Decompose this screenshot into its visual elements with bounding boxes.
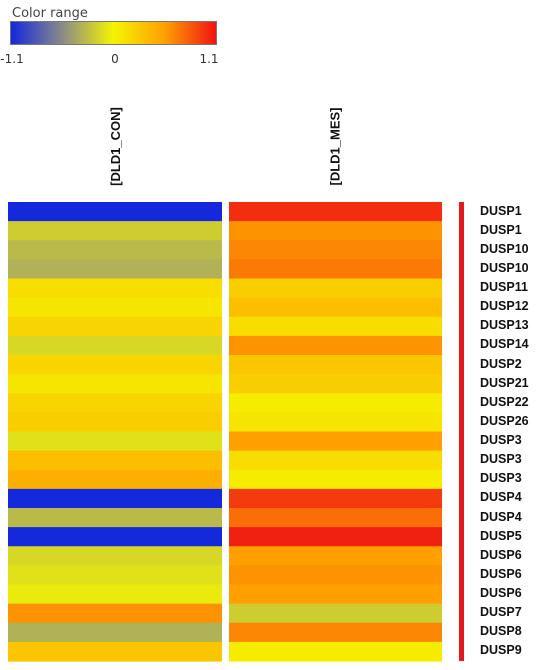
legend-title: Color range <box>12 6 88 21</box>
heatmap-cell <box>229 622 442 643</box>
heatmap-cell <box>8 469 222 490</box>
heatmap-cell <box>229 641 442 662</box>
heatmap-cell <box>229 508 442 528</box>
row-label: DUSP1 <box>480 222 522 237</box>
heatmap-cell <box>229 488 442 509</box>
heatmap-cell <box>229 469 442 490</box>
row-label: DUSP9 <box>480 643 522 658</box>
heatmap-cell <box>8 259 222 280</box>
heatmap-cell <box>8 278 222 299</box>
row-label: DUSP11 <box>480 280 528 295</box>
row-label: DUSP8 <box>480 624 522 639</box>
heatmap-cell <box>8 221 222 241</box>
cluster-bar <box>459 202 464 661</box>
heatmap-cell <box>8 240 222 260</box>
heatmap-cell <box>229 374 442 394</box>
heatmap-cell <box>229 259 442 280</box>
row-label: DUSP10 <box>480 260 529 275</box>
heatmap-cell <box>229 450 442 471</box>
heatmap-cell <box>229 431 442 452</box>
row-label: DUSP7 <box>480 605 522 620</box>
heatmap-cell <box>8 584 222 605</box>
color-range-bar <box>10 21 217 45</box>
heatmap-cell <box>8 546 222 566</box>
heatmap-cell <box>8 488 222 509</box>
heatmap-cell <box>8 374 222 394</box>
row-label: DUSP12 <box>480 299 529 314</box>
row-label: DUSP3 <box>480 433 522 448</box>
heatmap-cell <box>229 297 442 318</box>
heatmap-cell <box>8 202 222 222</box>
row-label: DUSP2 <box>480 356 522 371</box>
row-label: DUSP4 <box>480 509 522 524</box>
heatmap-cell <box>229 202 442 222</box>
heatmap-cell <box>229 546 442 566</box>
row-label: DUSP5 <box>480 528 522 543</box>
heatmap-cell <box>229 355 442 375</box>
heatmap-cell <box>229 393 442 413</box>
row-label: DUSP21 <box>480 375 529 390</box>
row-label: DUSP26 <box>480 413 529 428</box>
row-label: DUSP6 <box>480 586 522 601</box>
legend-tick-zero: 0 <box>111 52 119 66</box>
row-label: DUSP6 <box>480 566 522 581</box>
heatmap-cell <box>8 450 222 471</box>
row-label: DUSP1 <box>480 203 522 218</box>
row-label: DUSP4 <box>480 490 522 505</box>
heatmap-cell <box>229 603 442 624</box>
heatmap-cell <box>229 527 442 547</box>
heatmap-cell <box>229 584 442 605</box>
legend-tick-min: -1.1 <box>0 52 24 66</box>
heatmap-cell <box>8 641 222 662</box>
row-label: DUSP3 <box>480 452 522 467</box>
heatmap-cell <box>8 508 222 528</box>
row-label: DUSP10 <box>480 241 529 256</box>
heatmap-cell <box>8 565 222 586</box>
heatmap-cell <box>8 412 222 433</box>
heatmap-cell <box>229 221 442 241</box>
legend-tick-max: 1.1 <box>199 52 219 66</box>
heatmap-cell <box>8 316 222 337</box>
row-label: DUSP22 <box>480 394 529 409</box>
heatmap-cell <box>8 297 222 318</box>
row-label: DUSP13 <box>480 318 529 333</box>
heatmap-cell <box>8 527 222 547</box>
heatmap-cell <box>229 316 442 337</box>
heatmap-cell <box>229 412 442 433</box>
heatmap-cell <box>8 622 222 643</box>
heatmap-cell <box>8 335 222 356</box>
heatmap-cell <box>229 565 442 586</box>
row-label: DUSP6 <box>480 547 522 562</box>
heatmap-cell <box>229 240 442 260</box>
heatmap-cell <box>8 431 222 452</box>
row-label: DUSP14 <box>480 337 529 352</box>
heatmap-cell <box>8 603 222 624</box>
row-label: DUSP3 <box>480 471 522 486</box>
heatmap-cell <box>229 335 442 356</box>
heatmap-cell <box>229 278 442 299</box>
heatmap-cell <box>8 355 222 375</box>
heatmap-cell <box>8 393 222 413</box>
